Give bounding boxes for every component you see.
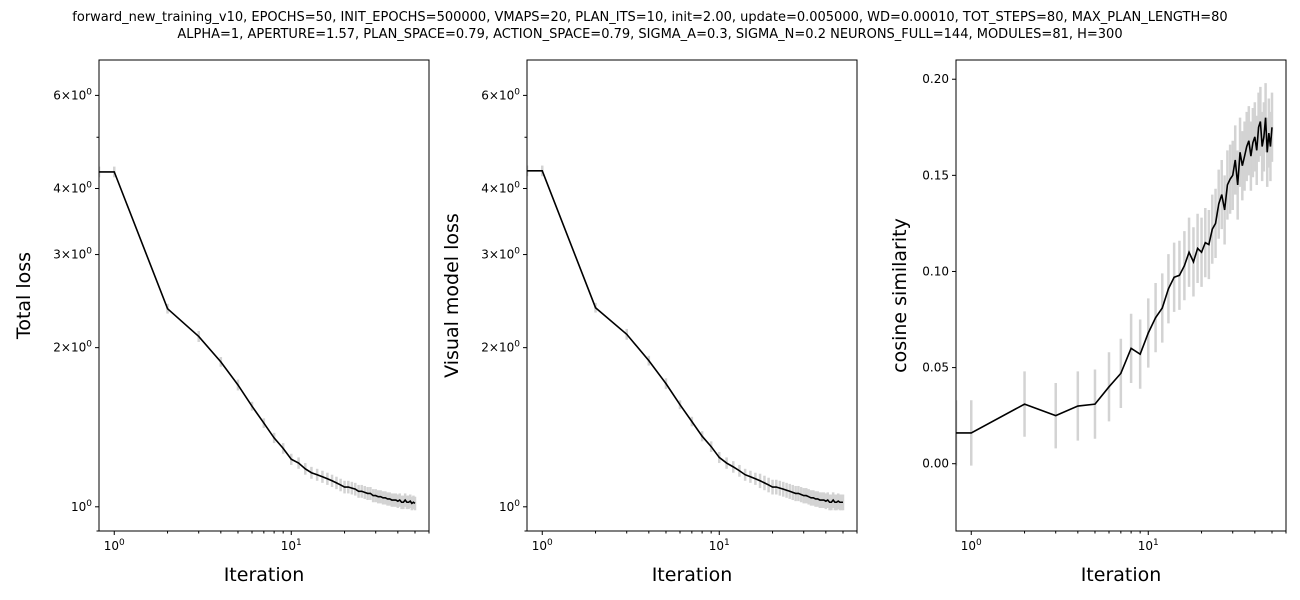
- series-line: [99, 171, 416, 505]
- axes-frame: [98, 59, 430, 532]
- y-axis-label: Visual model loss: [441, 213, 463, 378]
- y-tick-label: 0.20: [922, 72, 949, 86]
- x-axis-label: Iteration: [652, 564, 733, 586]
- y-tick-label: 100: [71, 499, 92, 514]
- x-tick-label: 100: [104, 538, 125, 553]
- subplot-1: 100 101 100 2×100 3×100 4×100 6×100 Iteration To…: [13, 59, 430, 586]
- x-tick-label: 100: [532, 538, 553, 553]
- axes-frame: [526, 59, 858, 532]
- y-tick-label: 3×100: [481, 247, 520, 262]
- y-tick-label: 0.15: [922, 168, 949, 182]
- y-axis-label: cosine similarity: [889, 218, 911, 373]
- axes-frame: [955, 59, 1287, 532]
- subplot-3: 100 101 0.00 0.05 0.10 0.15 0.20 Iteration cosin…: [889, 59, 1287, 586]
- x-tick-label: 101: [1138, 538, 1159, 553]
- series-line: [956, 117, 1273, 434]
- figure-title-line-1: forward_new_training_v10, EPOCHS=50, INI…: [72, 10, 1228, 25]
- y-tick-label: 6×100: [481, 87, 520, 102]
- y-tick-label: 2×100: [53, 340, 92, 355]
- figure-title-line-2: ALPHA=1, APERTURE=1.57, PLAN_SPACE=0.79,…: [177, 27, 1123, 42]
- y-tick-label: 3×100: [53, 247, 92, 262]
- x-tick-label: 100: [961, 538, 982, 553]
- y-tick-label: 4×100: [53, 180, 92, 195]
- y-tick-label: 2×100: [481, 340, 520, 355]
- plot-area: [527, 165, 845, 511]
- y-tick-label: 0.10: [922, 264, 949, 278]
- y-tick-label: 0.00: [922, 457, 949, 471]
- y-tick-label: 100: [499, 499, 520, 514]
- plot-area: [956, 83, 1274, 466]
- x-tick-label: 101: [709, 538, 730, 553]
- plot-area: [99, 166, 417, 511]
- y-axis-label: Total loss: [13, 252, 35, 340]
- y-tick-label: 0.05: [922, 361, 949, 375]
- x-tick-label: 101: [281, 538, 302, 553]
- x-axis-label: Iteration: [224, 564, 305, 586]
- series-line: [527, 170, 843, 504]
- y-tick-label: 4×100: [481, 180, 520, 195]
- x-axis-label: Iteration: [1081, 564, 1162, 586]
- y-tick-label: 6×100: [53, 87, 92, 102]
- subplot-2: 100 101 100 2×100 3×100 4×100 6×100 Iteration Vi…: [441, 59, 858, 586]
